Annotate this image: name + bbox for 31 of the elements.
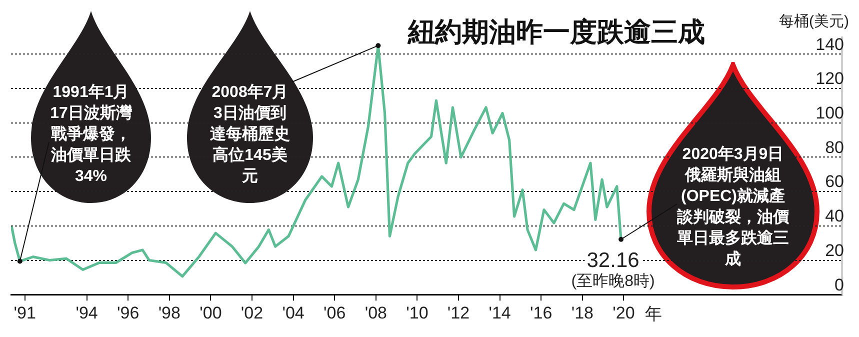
x-tick-label: '02 <box>240 303 264 322</box>
annotation: (至昨晚8時) <box>571 272 655 290</box>
x-tick-label: '20 <box>612 303 635 322</box>
y-tick-label: 140 <box>816 34 844 54</box>
x-tick-label: '06 <box>324 303 346 322</box>
y-axis-title: 每桶(美元) <box>779 12 849 31</box>
x-tick-label: '91 <box>14 303 36 322</box>
y-tick-label: 120 <box>816 69 844 88</box>
y-tick-label: 40 <box>825 206 844 226</box>
y-tick-label: 80 <box>825 138 844 157</box>
x-tick-label: '16 <box>530 303 552 322</box>
x-tick-label: '08 <box>364 303 387 322</box>
x-tick-label: '14 <box>488 303 511 322</box>
annotation: 2008年7月3日油價到達每桶歷史高位145美元 <box>209 82 291 187</box>
annotation: 32.16 <box>586 249 640 272</box>
x-tick-label: '04 <box>282 303 304 322</box>
x-tick-label: '98 <box>158 303 180 322</box>
x-tick-label: '00 <box>200 303 222 322</box>
x-axis-title: 年 <box>645 304 662 324</box>
x-tick-label: '94 <box>76 303 98 322</box>
x-tick-label: '18 <box>571 303 594 322</box>
x-tick-label: '96 <box>117 303 140 322</box>
chart-title: 紐約期油昨一度跌逾三成 <box>408 16 705 49</box>
annotation: 2020年3月9日俄羅斯與油組(OPEC)就減產談判破裂，油價單日最多跌逾三成 <box>677 144 789 270</box>
y-tick-label: 100 <box>816 104 844 123</box>
x-tick-label: '10 <box>406 303 428 322</box>
x-tick-label: '12 <box>447 303 470 322</box>
y-tick-label: 60 <box>825 172 844 192</box>
y-tick-label: 0 <box>834 275 844 294</box>
y-tick-label: 20 <box>825 240 844 260</box>
annotation: 1991年1月17日波斯灣戰爭爆發，油價單日跌34% <box>49 82 133 187</box>
